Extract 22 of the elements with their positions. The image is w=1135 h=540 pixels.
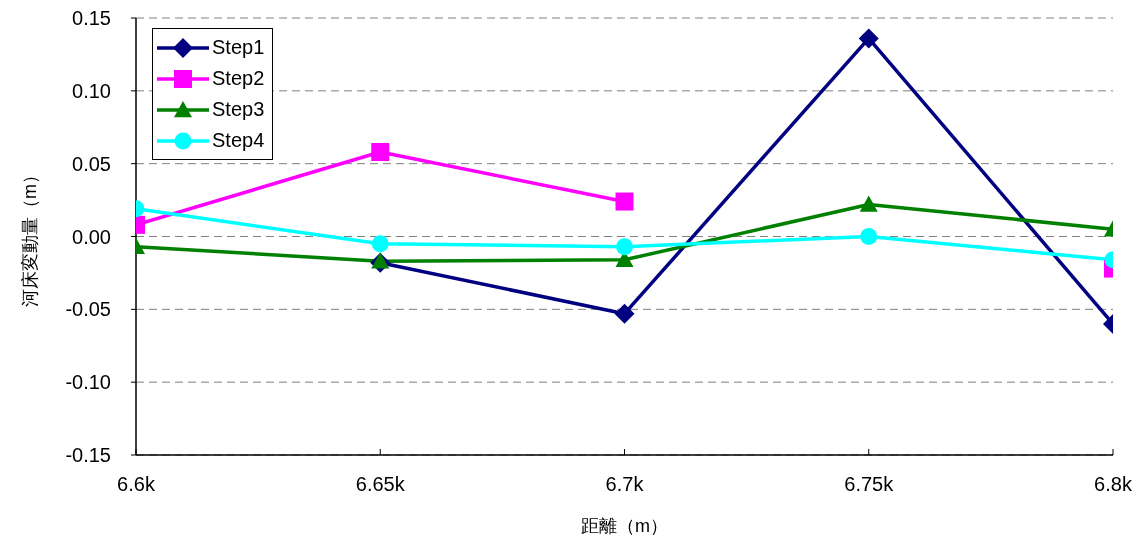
- point: [616, 238, 633, 256]
- point: [859, 195, 878, 212]
- legend-label: Step4: [212, 129, 265, 152]
- legend-label: Step1: [212, 36, 265, 59]
- x-tick-label: 6.8k: [1094, 473, 1133, 496]
- y-tick-label: -0.10: [65, 371, 111, 394]
- y-tick-label: 0.05: [72, 152, 111, 175]
- y-tick-label: -0.05: [65, 298, 111, 321]
- x-tick-label: 6.75k: [844, 473, 895, 496]
- legend-label: Step3: [212, 98, 265, 121]
- point: [858, 28, 879, 49]
- legend-label: Step2: [212, 67, 265, 90]
- y-tick-label: 0.00: [72, 225, 111, 248]
- y-tick-label: 0.15: [72, 7, 111, 30]
- y-tick-label: -0.15: [65, 444, 111, 467]
- x-axis-title: 距離（m）: [581, 516, 668, 536]
- x-tick-label: 6.7k: [605, 473, 645, 496]
- x-tick-label: 6.65k: [355, 473, 406, 496]
- y-axis-title: 河床変動量（m）: [20, 166, 41, 307]
- point: [614, 303, 635, 324]
- x-tick-label: 6.6k: [117, 473, 156, 496]
- y-tick-label: 0.10: [72, 79, 111, 102]
